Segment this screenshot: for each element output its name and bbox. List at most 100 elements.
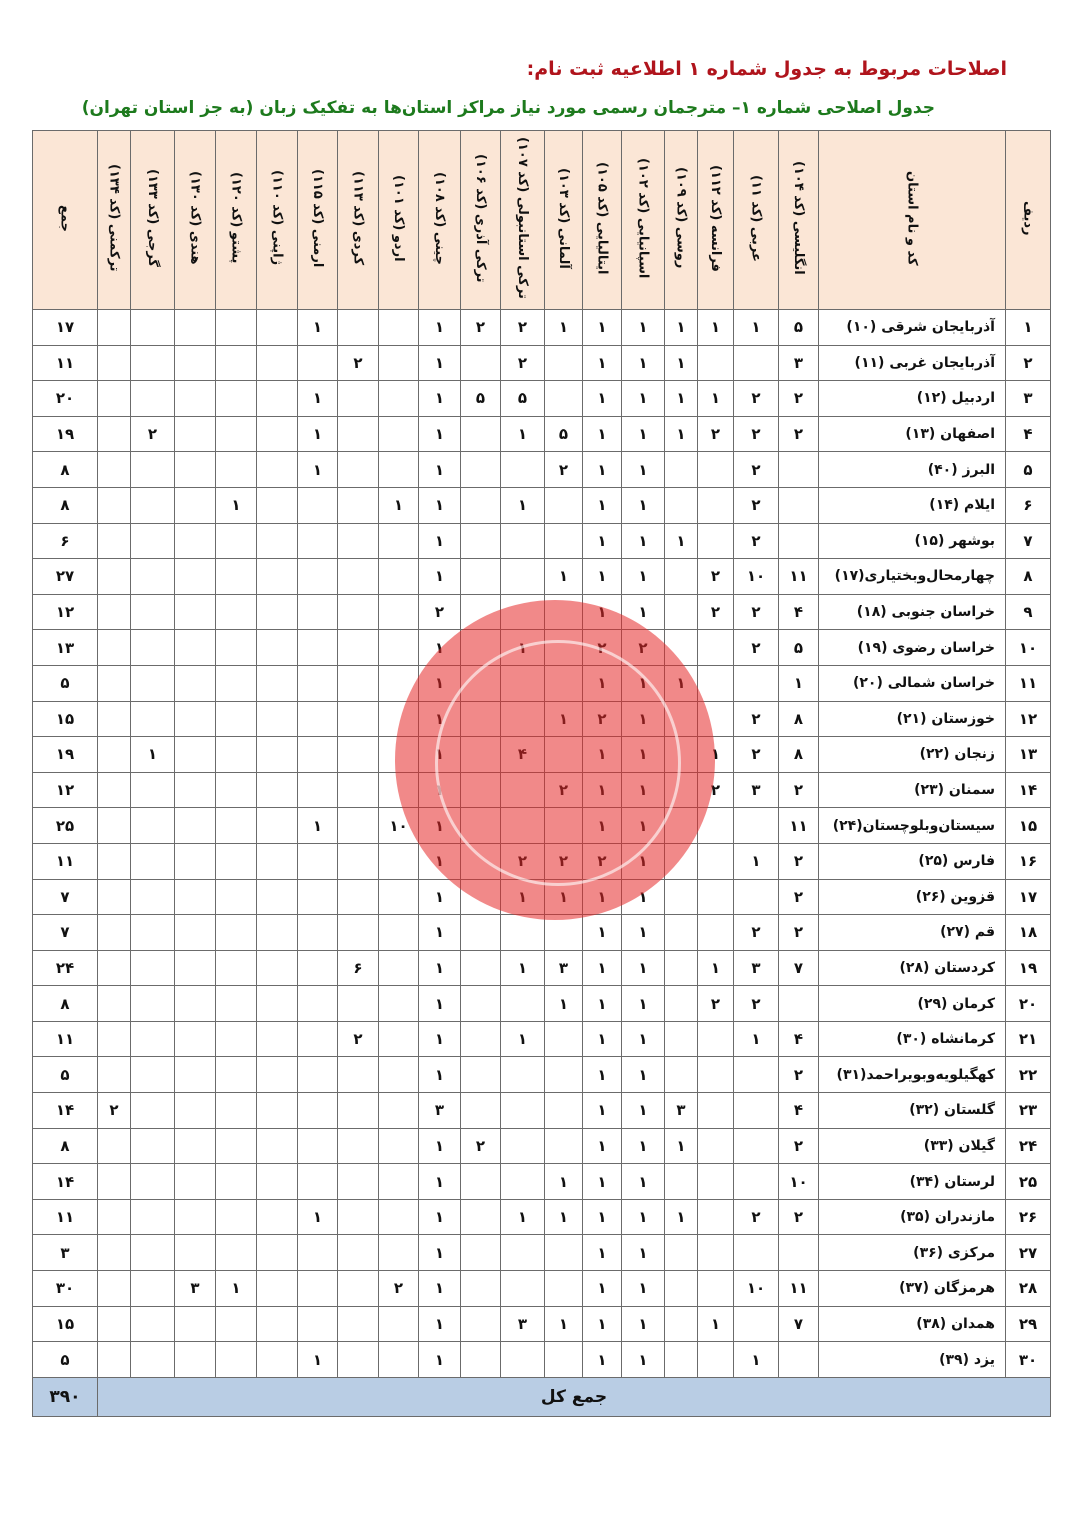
- count-cell: [460, 736, 501, 773]
- count-cell: ۱: [582, 309, 622, 346]
- province-name: آذربایجان شرقی (۱۰): [818, 309, 1006, 346]
- count-cell: ۱: [297, 807, 338, 844]
- count-cell: [97, 878, 131, 916]
- header-language: آلمانی (کد ۱۰۳): [544, 130, 583, 310]
- count-cell: ۱: [582, 1020, 622, 1058]
- count-cell: ۲: [460, 309, 501, 346]
- count-cell: ۱: [582, 344, 622, 382]
- count-cell: ۱: [664, 522, 698, 560]
- count-cell: ۱: [621, 486, 665, 524]
- count-cell: [97, 522, 131, 560]
- count-cell: [378, 380, 419, 417]
- count-cell: ۱: [621, 878, 665, 916]
- header-label: کد و نام استان: [904, 170, 920, 266]
- count-cell: [130, 380, 175, 417]
- count-cell: [544, 914, 583, 951]
- province-name: زنجان (۲۲): [818, 736, 1006, 773]
- count-cell: ۱: [697, 949, 734, 987]
- count-cell: [97, 1056, 131, 1094]
- table-row: ۲۵ لرستان (۳۴) ۱۰ ۱ ۱ ۱ ۱ ۱۴: [32, 1163, 1051, 1200]
- count-cell: [297, 1020, 338, 1058]
- count-cell: [664, 771, 698, 809]
- count-cell: ۱: [582, 451, 622, 488]
- grand-total-label: جمع کل: [97, 1376, 1051, 1417]
- count-cell: ۱: [215, 486, 257, 524]
- header-language: هندی (کد ۱۳۰): [174, 130, 216, 310]
- count-cell: ۵: [460, 380, 501, 417]
- count-cell: [697, 1234, 734, 1272]
- row-total: ۱۱: [32, 1198, 98, 1236]
- count-cell: [544, 1127, 583, 1165]
- count-cell: [130, 486, 175, 524]
- count-cell: [297, 558, 338, 595]
- count-cell: [256, 1020, 298, 1058]
- count-cell: [215, 309, 257, 346]
- count-cell: [297, 344, 338, 382]
- count-cell: [500, 1056, 545, 1094]
- count-cell: ۳: [733, 771, 779, 809]
- table-row: ۱ آذربایجان شرقی (۱۰) ۵ ۱ ۱ ۱ ۱ ۱ ۱ ۲ ۲ ۱ ۱ ۱۷: [32, 309, 1051, 346]
- count-cell: [460, 700, 501, 738]
- province-name: اصفهان (۱۳): [818, 415, 1006, 453]
- count-cell: [337, 736, 379, 773]
- count-cell: ۲: [778, 1198, 819, 1236]
- count-cell: [697, 914, 734, 951]
- count-cell: ۲: [697, 558, 734, 595]
- province-name: خراسان رضوی (۱۹): [818, 629, 1006, 666]
- count-cell: [460, 629, 501, 666]
- count-cell: [256, 1234, 298, 1272]
- count-cell: [215, 914, 257, 951]
- row-number: ۲۷: [1005, 1234, 1051, 1272]
- count-cell: [130, 1198, 175, 1236]
- count-cell: [215, 344, 257, 382]
- count-cell: ۱: [697, 736, 734, 773]
- count-cell: ۱: [418, 1127, 461, 1165]
- province-name: لرستان (۳۴): [818, 1163, 1006, 1200]
- count-cell: [544, 380, 583, 417]
- count-cell: [378, 1341, 419, 1378]
- count-cell: ۱: [582, 1056, 622, 1094]
- count-cell: [544, 807, 583, 844]
- row-total: ۸: [32, 486, 98, 524]
- count-cell: [337, 1305, 379, 1343]
- count-cell: [697, 1341, 734, 1378]
- count-cell: ۱: [582, 380, 622, 417]
- header-label: ژاپنی (کد ۱۱۰): [269, 170, 285, 266]
- row-number: ۲۰: [1005, 985, 1051, 1022]
- count-cell: [215, 700, 257, 738]
- count-cell: [215, 1127, 257, 1165]
- count-cell: [500, 558, 545, 595]
- count-cell: [256, 842, 298, 880]
- count-cell: [256, 1341, 298, 1378]
- count-cell: ۱: [582, 522, 622, 560]
- province-name: هرمزگان (۳۷): [818, 1270, 1006, 1307]
- count-cell: ۱: [418, 1341, 461, 1378]
- count-cell: [215, 736, 257, 773]
- header-label: گرجی (کد ۱۳۳): [145, 169, 160, 267]
- count-cell: [460, 1092, 501, 1129]
- count-cell: [256, 558, 298, 595]
- header-language: انگلیسی (کد ۱۰۴): [778, 130, 819, 310]
- count-cell: ۲: [778, 1056, 819, 1094]
- count-cell: [256, 1198, 298, 1236]
- count-cell: [337, 415, 379, 453]
- count-cell: [174, 1092, 216, 1129]
- row-total: ۳۰: [32, 1270, 98, 1307]
- count-cell: ۱: [697, 309, 734, 346]
- count-cell: [733, 1163, 779, 1200]
- count-cell: ۲: [733, 415, 779, 453]
- count-cell: [733, 878, 779, 916]
- count-cell: ۱: [544, 1305, 583, 1343]
- count-cell: ۱: [418, 949, 461, 987]
- count-cell: ۱: [500, 949, 545, 987]
- count-cell: ۱: [418, 629, 461, 666]
- row-total: ۸: [32, 985, 98, 1022]
- count-cell: [664, 878, 698, 916]
- count-cell: ۱: [418, 415, 461, 453]
- province-name: خراسان شمالی (۲۰): [818, 664, 1006, 702]
- count-cell: ۷: [778, 1305, 819, 1343]
- province-name: مازندران (۳۵): [818, 1198, 1006, 1236]
- count-cell: [215, 380, 257, 417]
- province-name: چهارمحال‌وبختیاری(۱۷): [818, 558, 1006, 595]
- count-cell: [130, 1305, 175, 1343]
